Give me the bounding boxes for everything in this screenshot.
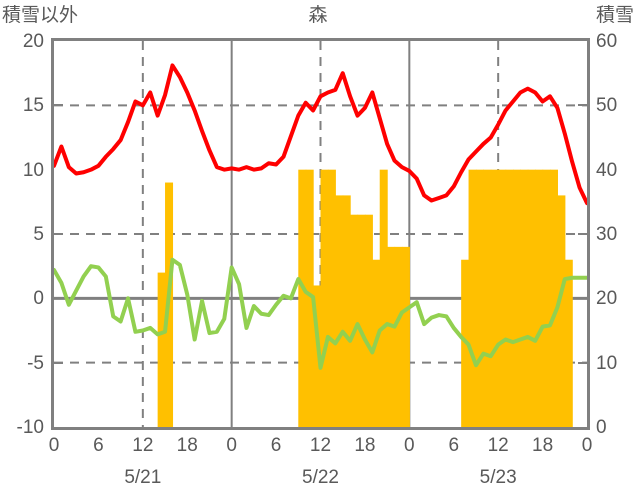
chart-title: 森	[308, 5, 328, 26]
axis-tick-label: -10	[16, 417, 44, 438]
axis-tick-label: 15	[22, 95, 44, 117]
axis-tick-mark	[54, 361, 63, 364]
snow-depth-bar	[498, 169, 507, 427]
left-axis-tick-labels: 20 15 10 5 0 -5 -10	[0, 31, 44, 438]
axis-tick-label: -5	[27, 352, 44, 374]
x-axis-day-label: 5/23	[479, 467, 517, 488]
snow-depth-bar	[468, 169, 477, 427]
snow-depth-bar	[549, 169, 558, 427]
x-axis-tick-label: 6	[448, 435, 460, 456]
snow-depth-bar	[320, 169, 329, 427]
x-axis-day-labels: 5/21 5/22 5/23	[51, 468, 590, 494]
x-axis-tick-label: 6	[270, 435, 282, 456]
snow-depth-bar	[535, 169, 544, 427]
axis-tick-mark	[578, 104, 587, 107]
temperature-red-line	[54, 63, 587, 206]
snow-depth-bar	[157, 272, 166, 427]
axis-tick-mark	[54, 233, 63, 235]
left-axis-title: 積雪以外	[2, 5, 79, 26]
right-axis-title: 積雪	[595, 5, 634, 26]
snow-depth-bar	[483, 169, 492, 427]
axis-tick-label: 30	[596, 224, 618, 245]
axis-tick-label: 0	[596, 417, 607, 438]
snow-depth-bar	[387, 246, 396, 427]
x-axis-tick-label: 18	[532, 435, 554, 456]
axis-tick-label: 40	[596, 159, 618, 181]
x-axis-tick-label: 12	[132, 435, 154, 456]
snow-depth-bar	[490, 169, 499, 427]
snow-depth-bar	[364, 214, 373, 427]
snow-depth-bar	[305, 169, 314, 427]
x-axis-tick-label: 12	[487, 435, 509, 456]
snow-depth-bar	[401, 246, 410, 427]
x-axis-tick-label: 18	[176, 435, 198, 456]
snow-depth-bar	[394, 246, 403, 427]
x-axis-tick-label: 0	[404, 435, 415, 456]
x-axis-tick-label: 0	[581, 435, 593, 456]
plot-inner	[54, 41, 587, 427]
snow-depth-bar	[557, 195, 566, 427]
right-axis-tick-labels: 60 50 40 30 20 10 0	[596, 31, 636, 438]
snow-depth-bar	[342, 195, 351, 427]
plot-area	[51, 38, 590, 430]
axis-tick-label: 20	[22, 31, 44, 52]
axis-tick-label: 10	[596, 352, 618, 374]
snow-depth-bar	[542, 169, 551, 427]
snow-depth-bar	[527, 169, 536, 427]
snow-depth-bar	[350, 214, 359, 427]
temperature-green-line	[54, 257, 587, 370]
axis-tick-label: 50	[596, 95, 618, 117]
axis-tick-mark	[54, 104, 63, 107]
axis-tick-mark	[578, 233, 587, 235]
snow-depth-bar	[564, 259, 573, 427]
x-axis-tick-label: 12	[309, 435, 332, 456]
snow-depth-bar	[357, 214, 366, 427]
x-axis-day-label: 5/22	[302, 467, 339, 488]
x-axis-tick-labels: 0 6 12 18 0 6 12 18 0 6 12 18 0	[49, 435, 593, 462]
x-axis-tick-label: 0	[226, 435, 237, 456]
snow-depth-bar	[313, 285, 322, 427]
x-axis-day-label: 5/21	[124, 467, 162, 488]
snow-depth-bar	[505, 169, 514, 427]
snow-depth-bar	[379, 169, 388, 427]
x-axis-tick-label: 18	[354, 435, 376, 456]
axis-tick-mark	[578, 361, 587, 364]
axis-tick-label: 0	[33, 288, 44, 310]
x-axis-tick-label: 6	[93, 435, 104, 456]
snow-depth-bar	[335, 195, 344, 427]
axis-tick-label: 60	[596, 31, 618, 52]
axis-tick-label: 5	[33, 224, 44, 245]
chart-canvas	[54, 41, 587, 427]
axis-tick-label: 20	[596, 288, 618, 310]
snow-depth-bar	[475, 169, 484, 427]
snow-depth-bar	[327, 169, 336, 427]
snow-depth-bar	[520, 169, 529, 427]
x-axis-tick-label: 0	[48, 435, 60, 456]
snow-depth-bar	[512, 169, 521, 427]
snow-depth-bar	[298, 169, 307, 427]
axis-tick-label: 10	[22, 159, 44, 181]
